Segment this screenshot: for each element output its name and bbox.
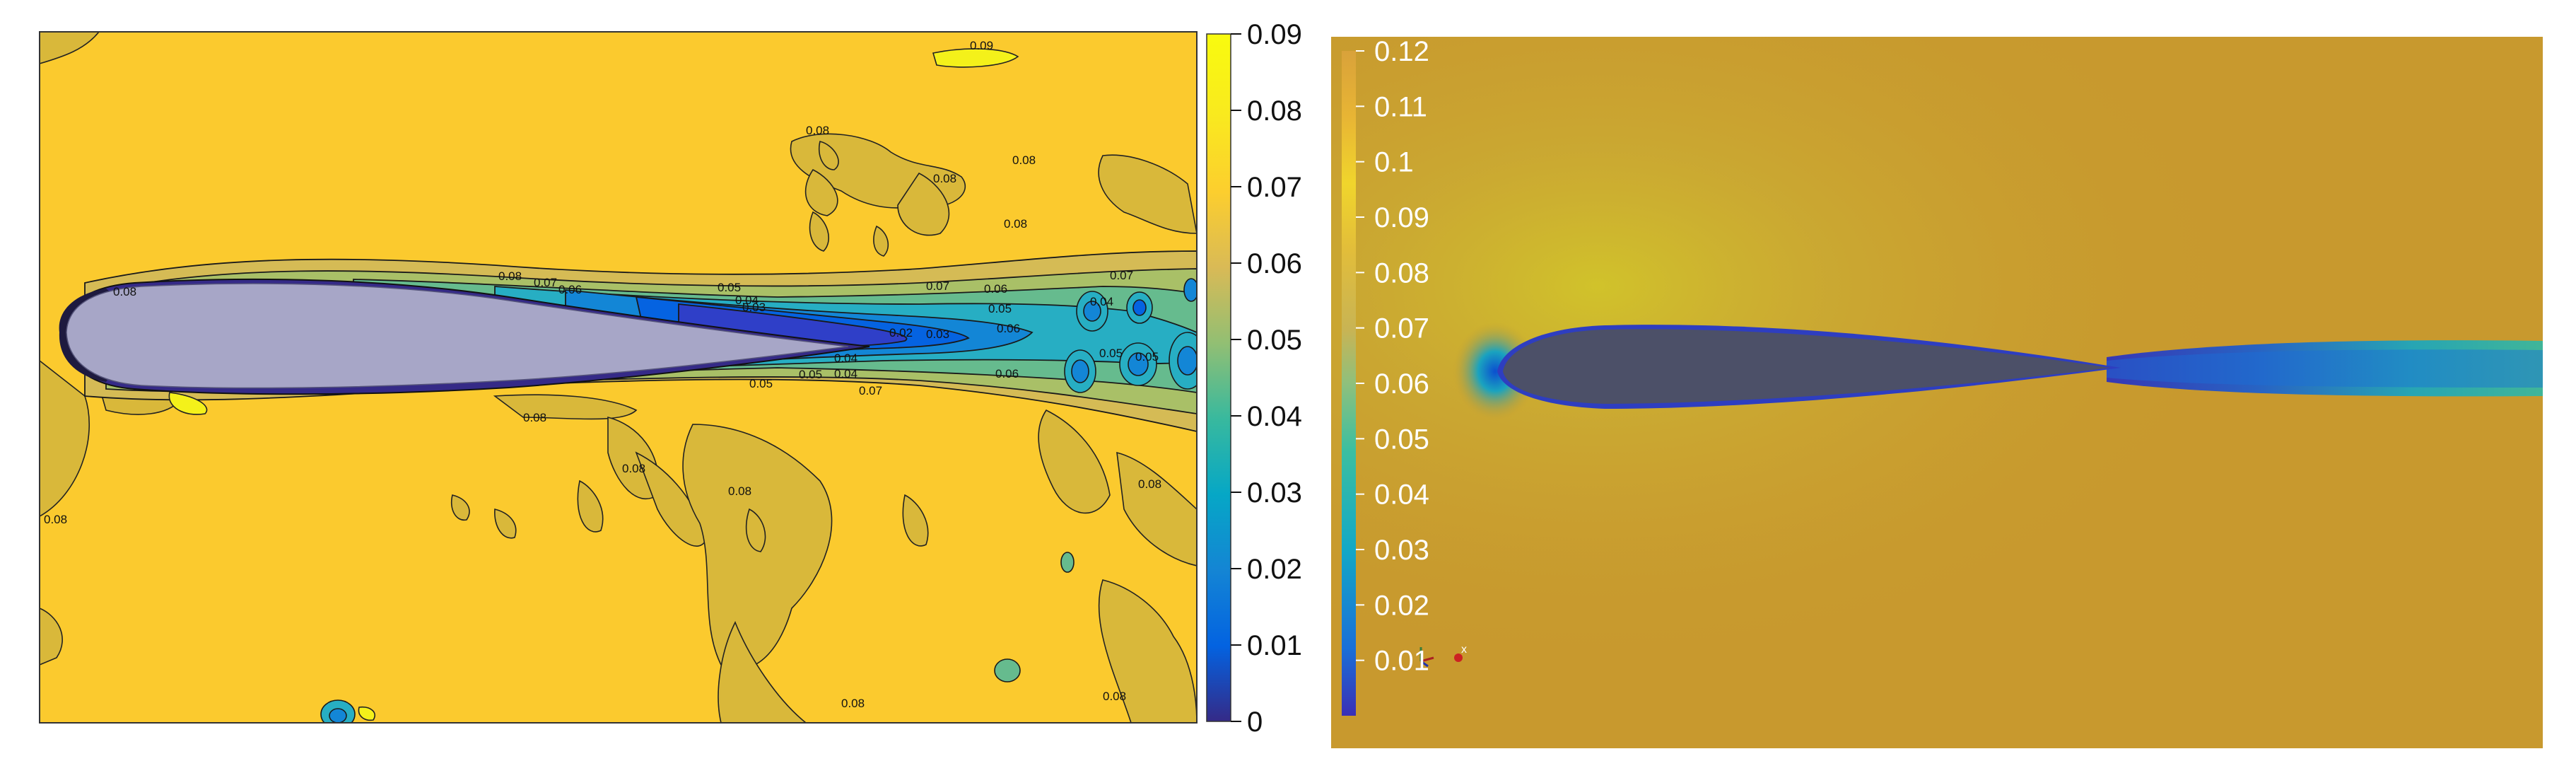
left-colorbar-tick-label: 0.03 <box>1247 477 1302 509</box>
contour-patches-009 <box>168 48 1019 721</box>
contour-label: 0.08 <box>44 513 67 526</box>
left-colorbar-tick-label: 0.06 <box>1247 248 1302 279</box>
right-colorbar-tick-label: 0.04 <box>1374 480 1429 511</box>
contour-label: 0.02 <box>889 326 913 339</box>
right-colorbar-ticks: 0.01 0.02 0.03 0.04 0.05 0.06 0.07 0.08 0.09 0.1 0… <box>1356 36 1429 677</box>
contour-label: 0.05 <box>799 368 822 381</box>
right-wake-core <box>2107 349 2543 388</box>
contour-label: 0.08 <box>498 269 522 283</box>
axes-triad-icon: x <box>1419 644 1467 668</box>
right-colorbar: 0.01 0.02 0.03 0.04 0.05 0.06 0.07 0.08 0.09 0.1 0… <box>1342 36 1429 716</box>
contour-label: 0.05 <box>988 302 1012 315</box>
right-colorbar-tick-label: 0.05 <box>1374 424 1429 455</box>
contour-label: 0.06 <box>984 282 1007 296</box>
contour-label: 0.03 <box>742 301 766 314</box>
airfoil-right <box>1503 329 2110 404</box>
right-colorbar-tick-label: 0.06 <box>1374 368 1429 400</box>
left-colorbar: 0 0.01 0.02 0.03 0.04 0.05 0.06 0.07 0.08 0.09 <box>1206 19 1302 738</box>
left-colorbar-gradient <box>1206 33 1231 722</box>
contour-label: 0.05 <box>749 377 773 390</box>
contour-labels: 0.09 0.08 0.08 0.08 0.08 0.08 0.07 0.06 … <box>44 39 1161 710</box>
contour-label: 0.03 <box>926 327 949 341</box>
right-colorbar-tick-label: 0.09 <box>1374 202 1429 233</box>
contour-label: 0.08 <box>113 285 136 298</box>
contour-label: 0.07 <box>926 279 949 293</box>
contour-label: 0.08 <box>728 484 751 498</box>
contour-label: 0.08 <box>1138 477 1161 491</box>
left-colorbar-ticks: 0 0.01 0.02 0.03 0.04 0.05 0.06 0.07 0.08 0.09 <box>1231 19 1302 738</box>
contour-label: 0.06 <box>997 322 1020 335</box>
contour-label: 0.08 <box>622 462 645 475</box>
contour-label: 0.06 <box>995 367 1019 380</box>
contour-label: 0.04 <box>1090 295 1113 308</box>
contour-label: 0.04 <box>834 352 857 365</box>
contour-label: 0.07 <box>859 384 882 397</box>
left-colorbar-tick-label: 0.09 <box>1247 19 1302 50</box>
contour-label: 0.08 <box>806 124 829 137</box>
left-colorbar-tick-label: 0.02 <box>1247 554 1302 585</box>
stagnation-region <box>1453 322 1538 421</box>
contour-label: 0.08 <box>523 411 546 424</box>
contour-label: 0.08 <box>1012 153 1036 167</box>
left-colorbar-tick-label: 0.01 <box>1247 630 1302 661</box>
contour-label: 0.09 <box>970 39 993 52</box>
left-colorbar-tick-label: 0.07 <box>1247 172 1302 203</box>
left-plot-frame <box>39 31 1198 724</box>
svg-text:x: x <box>1461 644 1467 656</box>
contour-label: 0.05 <box>1135 350 1159 364</box>
contour-label: 0.04 <box>735 294 759 307</box>
airfoil-left <box>66 283 849 389</box>
contour-label: 0.08 <box>1004 217 1027 231</box>
right-field-panel: x 0.010.020.030.040.050.060.070.080.090.… <box>1331 36 2543 748</box>
contour-label: 0.07 <box>534 276 557 289</box>
right-colorbar-tick-label: 0.08 <box>1374 257 1429 289</box>
left-colorbar-tick-label: 0.04 <box>1247 401 1302 432</box>
left-contour-panel: 0.09 0.08 0.08 0.08 0.08 0.08 0.07 0.06 … <box>39 19 1302 738</box>
right-colorbar-tick-label: 0.1 <box>1374 147 1414 178</box>
right-colorbar-tick-label: 0.11 <box>1374 91 1427 122</box>
contour-label: 0.04 <box>834 367 857 380</box>
left-colorbar-tick-label: 0.08 <box>1247 95 1302 127</box>
contour-label: 0.05 <box>1099 347 1123 360</box>
contour-label: 0.05 <box>718 281 741 294</box>
right-colorbar-tick-label: 0.07 <box>1374 313 1429 344</box>
right-colorbar-tick-label: 0.03 <box>1374 535 1429 566</box>
left-colorbar-tick-label: 0 <box>1247 707 1263 738</box>
contour-patches-008 <box>40 32 1197 723</box>
contour-label: 0.06 <box>558 283 582 296</box>
contour-label: 0.08 <box>933 172 956 185</box>
wake-eddies <box>320 278 1197 723</box>
right-colorbar-tick-label: 0.12 <box>1374 36 1429 67</box>
contour-label: 0.07 <box>1110 269 1133 282</box>
right-colorbar-tick-label: 0.01 <box>1374 646 1429 677</box>
contour-label: 0.08 <box>841 697 865 710</box>
left-colorbar-tick-label: 0.05 <box>1247 325 1302 356</box>
right-colorbar-tick-label: 0.02 <box>1374 590 1429 621</box>
right-wake <box>2107 340 2543 397</box>
right-colorbar-gradient <box>1342 51 1356 716</box>
contour-label: 0.08 <box>1103 690 1126 703</box>
